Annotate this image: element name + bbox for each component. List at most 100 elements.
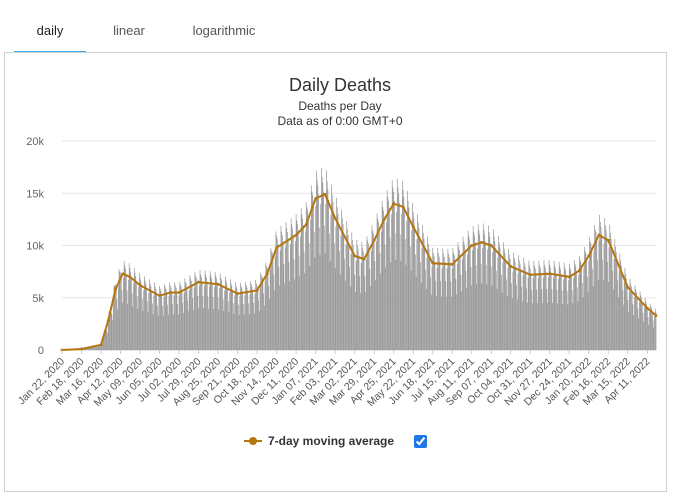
daily-bar	[154, 282, 155, 350]
daily-bar	[260, 272, 262, 350]
daily-bar	[102, 343, 103, 350]
daily-bar	[270, 248, 272, 350]
moving-average-checkbox[interactable]	[414, 434, 428, 448]
daily-bar	[355, 261, 357, 350]
daily-bar	[304, 273, 306, 350]
daily-bar	[477, 249, 478, 350]
daily-bar	[415, 254, 416, 350]
daily-bar	[327, 189, 329, 350]
daily-bar	[253, 302, 254, 350]
daily-bar	[597, 279, 599, 350]
daily-bar	[431, 266, 433, 350]
daily-bar	[603, 243, 605, 350]
daily-bar	[167, 314, 169, 350]
daily-bar	[548, 260, 550, 350]
daily-bar	[292, 234, 294, 350]
daily-bar	[279, 285, 280, 350]
daily-bar	[422, 225, 423, 350]
daily-bar	[446, 296, 447, 350]
daily-bar	[362, 247, 363, 350]
daily-bar	[621, 271, 623, 350]
daily-bar	[318, 194, 319, 350]
moving-average-point	[128, 275, 132, 279]
daily-bar	[159, 288, 161, 350]
daily-bar	[408, 207, 410, 350]
daily-bar	[407, 200, 409, 350]
daily-bar	[176, 291, 178, 350]
daily-bar	[283, 264, 285, 350]
daily-bar	[177, 304, 178, 350]
daily-bar	[518, 255, 520, 350]
daily-bar	[600, 227, 602, 350]
daily-bar	[585, 253, 587, 350]
moving-average-point	[587, 254, 591, 258]
daily-bar	[357, 245, 358, 350]
daily-bar	[269, 298, 270, 350]
daily-bar	[349, 266, 350, 350]
daily-bar	[91, 347, 93, 350]
daily-bar	[566, 274, 567, 350]
daily-bar	[636, 296, 638, 350]
daily-bar	[583, 268, 585, 350]
daily-bar	[487, 249, 488, 350]
daily-bar	[350, 254, 352, 350]
moving-average-point	[392, 202, 396, 206]
daily-bar	[485, 241, 486, 350]
daily-bar	[151, 303, 153, 350]
daily-bar	[276, 235, 277, 350]
daily-bar	[650, 306, 652, 350]
daily-bar	[177, 314, 179, 350]
daily-bar	[418, 228, 420, 350]
daily-bar	[135, 276, 137, 350]
daily-bar	[227, 301, 229, 350]
daily-bar	[222, 284, 223, 350]
daily-bar	[393, 191, 395, 350]
daily-bar	[100, 344, 102, 350]
daily-bar	[595, 232, 597, 350]
daily-bar	[472, 250, 473, 350]
daily-bar	[217, 297, 219, 350]
daily-bar	[309, 266, 311, 350]
daily-bar	[610, 239, 612, 350]
daily-bar	[154, 286, 156, 350]
tab-linear[interactable]: linear	[113, 23, 145, 38]
daily-bar	[535, 272, 537, 350]
daily-bar	[189, 275, 191, 350]
tab-logarithmic[interactable]: logarithmic	[192, 23, 256, 38]
daily-bar	[605, 225, 606, 350]
moving-average-point	[323, 192, 327, 196]
daily-bar	[265, 262, 267, 350]
daily-bar	[498, 235, 499, 350]
daily-bar	[187, 300, 189, 350]
daily-bar	[276, 238, 278, 350]
daily-bar	[138, 287, 139, 350]
daily-bar	[610, 232, 611, 350]
daily-bar	[280, 225, 282, 350]
daily-bar	[530, 273, 532, 350]
moving-average-point	[480, 240, 484, 244]
moving-average-point	[372, 238, 376, 242]
daily-bar	[584, 246, 585, 350]
daily-bar	[576, 287, 578, 350]
daily-bar	[374, 261, 376, 350]
daily-bar	[631, 290, 633, 350]
daily-bar	[404, 238, 406, 350]
daily-bar	[598, 240, 600, 350]
daily-bar	[143, 290, 145, 350]
daily-bar	[268, 285, 270, 350]
daily-bar	[401, 180, 403, 350]
daily-bar	[284, 283, 285, 350]
legend-label[interactable]: 7-day moving average	[268, 434, 395, 448]
daily-bar	[182, 302, 184, 350]
daily-bar	[550, 272, 552, 350]
daily-bar	[314, 257, 316, 350]
daily-bar	[395, 259, 397, 350]
daily-bar	[104, 328, 106, 350]
daily-bar	[186, 287, 188, 350]
daily-bar	[523, 257, 525, 350]
daily-bar	[522, 275, 524, 350]
daily-bar	[126, 290, 128, 350]
daily-bar	[217, 282, 218, 350]
daily-bar	[631, 286, 632, 350]
daily-bar	[652, 311, 653, 350]
